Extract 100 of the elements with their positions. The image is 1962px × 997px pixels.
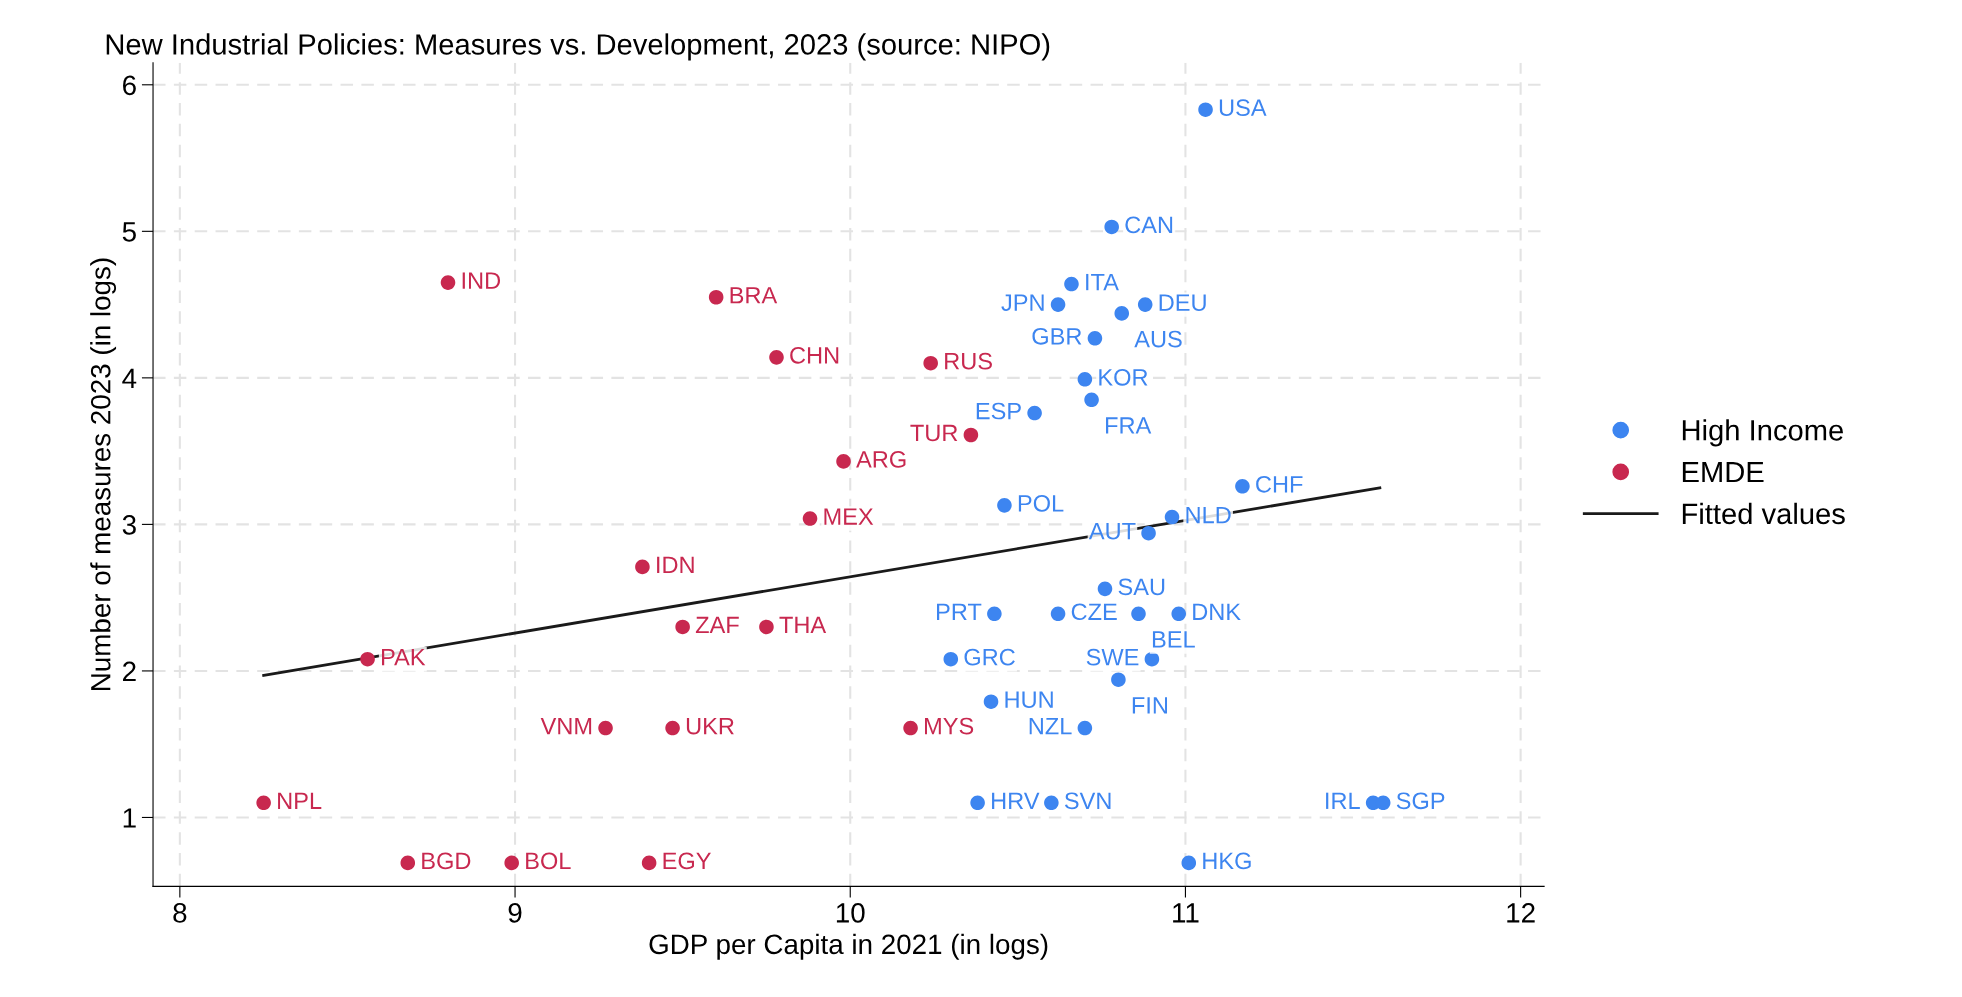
annotation: EGY <box>663 852 711 870</box>
point <box>641 855 657 871</box>
x-tick-label: 8 <box>173 903 187 923</box>
point <box>256 795 271 811</box>
annotation: SVN <box>1064 792 1111 810</box>
annotation: USA <box>1219 99 1267 117</box>
x-tick-label: 11 <box>1173 903 1199 923</box>
point <box>1181 855 1197 871</box>
y-tick-label: 6 <box>123 75 136 96</box>
point <box>400 855 416 871</box>
x-axis-title: GDP per Capita in 2021 (in logs) <box>649 933 1048 960</box>
annotation: IND <box>462 272 501 289</box>
legend-label: High Income <box>1682 419 1843 447</box>
point <box>802 511 818 526</box>
point <box>1198 102 1213 117</box>
annotation: NLD <box>1186 506 1231 524</box>
point <box>665 720 680 736</box>
annotation: THA <box>779 616 827 634</box>
legend-label: Fitted values <box>1682 502 1845 525</box>
legend-label: EMDE <box>1682 462 1764 483</box>
annotation: ARG <box>856 451 906 468</box>
annotation: NZL <box>1029 717 1072 735</box>
point <box>1050 606 1066 622</box>
annotation: MYS <box>925 717 974 735</box>
annotation: VNM <box>540 717 592 735</box>
annotation: KOR <box>1099 368 1148 386</box>
annotation: JPN <box>1001 294 1044 311</box>
point <box>440 275 456 290</box>
point <box>1111 672 1126 687</box>
point <box>903 720 918 736</box>
x-tick-label: 9 <box>508 903 522 923</box>
annotation: PRT <box>937 603 982 620</box>
annotation: FIN <box>1132 697 1168 714</box>
point <box>1144 651 1160 667</box>
point <box>1087 331 1103 346</box>
annotation: GBR <box>1032 327 1082 345</box>
point <box>1084 392 1099 408</box>
annotation: POL <box>1018 494 1064 512</box>
point <box>1171 606 1187 622</box>
annotation: ITA <box>1086 273 1119 291</box>
annotation: SGP <box>1396 792 1445 810</box>
x-tick-label: 10 <box>836 903 865 923</box>
point <box>1235 479 1250 494</box>
y-tick-label: 1 <box>123 808 136 828</box>
point <box>1064 276 1079 292</box>
point <box>360 651 375 667</box>
annotation: UKR <box>686 717 734 735</box>
y-tick-label: 5 <box>122 222 136 242</box>
point <box>708 289 724 305</box>
point <box>1077 372 1093 387</box>
annotation: BEL <box>1152 631 1195 648</box>
annotation: BRA <box>730 287 778 304</box>
point <box>1077 720 1093 736</box>
annotation: NPL <box>278 792 322 809</box>
point <box>504 855 519 871</box>
point <box>1141 525 1156 541</box>
y-axis-title: Number of measures 2023 (in logs) <box>90 258 117 690</box>
point <box>987 606 1002 622</box>
annotation: CHF <box>1256 475 1303 493</box>
annotation: BGD <box>422 852 471 870</box>
annotation: SAU <box>1118 578 1165 596</box>
annotation: IDN <box>657 556 694 573</box>
point <box>963 427 979 443</box>
point <box>769 350 784 365</box>
point <box>983 694 999 709</box>
point <box>923 355 938 371</box>
annotation: CHN <box>790 346 839 364</box>
point <box>1131 606 1146 622</box>
y-tick-label: 4 <box>122 368 137 388</box>
y-tick-label: 2 <box>123 661 136 681</box>
annotation: HUN <box>1005 691 1053 709</box>
point <box>1044 795 1059 811</box>
chart-title: New Industrial Policies: Measures vs. Development, 2023 (source: NIPO) <box>106 33 1050 61</box>
point <box>1137 297 1153 312</box>
annotation: HKG <box>1203 852 1251 870</box>
annotation: CZE <box>1071 603 1117 621</box>
annotation: SWE <box>1086 648 1139 666</box>
annotation: DNK <box>1193 603 1241 620</box>
annotation: AUS <box>1134 330 1182 348</box>
point <box>1104 219 1119 235</box>
point <box>836 454 851 469</box>
point <box>1097 581 1113 597</box>
annotation: FRA <box>1106 417 1152 434</box>
point <box>635 559 650 575</box>
annotation: DEU <box>1159 294 1206 311</box>
annotation: GRC <box>964 648 1015 666</box>
point <box>943 651 959 667</box>
point <box>1164 509 1180 525</box>
annotation: TUR <box>910 424 958 442</box>
y-tick-label: 3 <box>122 515 136 535</box>
annotation: ESP <box>976 402 1021 420</box>
annotation: ZAF <box>695 616 739 634</box>
annotation: MEX <box>824 508 874 525</box>
annotation: BOL <box>526 852 571 870</box>
annotation: IRL <box>1326 792 1360 809</box>
x-tick-label: 12 <box>1507 903 1535 923</box>
point <box>1027 405 1042 421</box>
point <box>759 619 774 635</box>
annotation: HRV <box>992 792 1040 809</box>
annotation: AUT <box>1088 523 1136 540</box>
